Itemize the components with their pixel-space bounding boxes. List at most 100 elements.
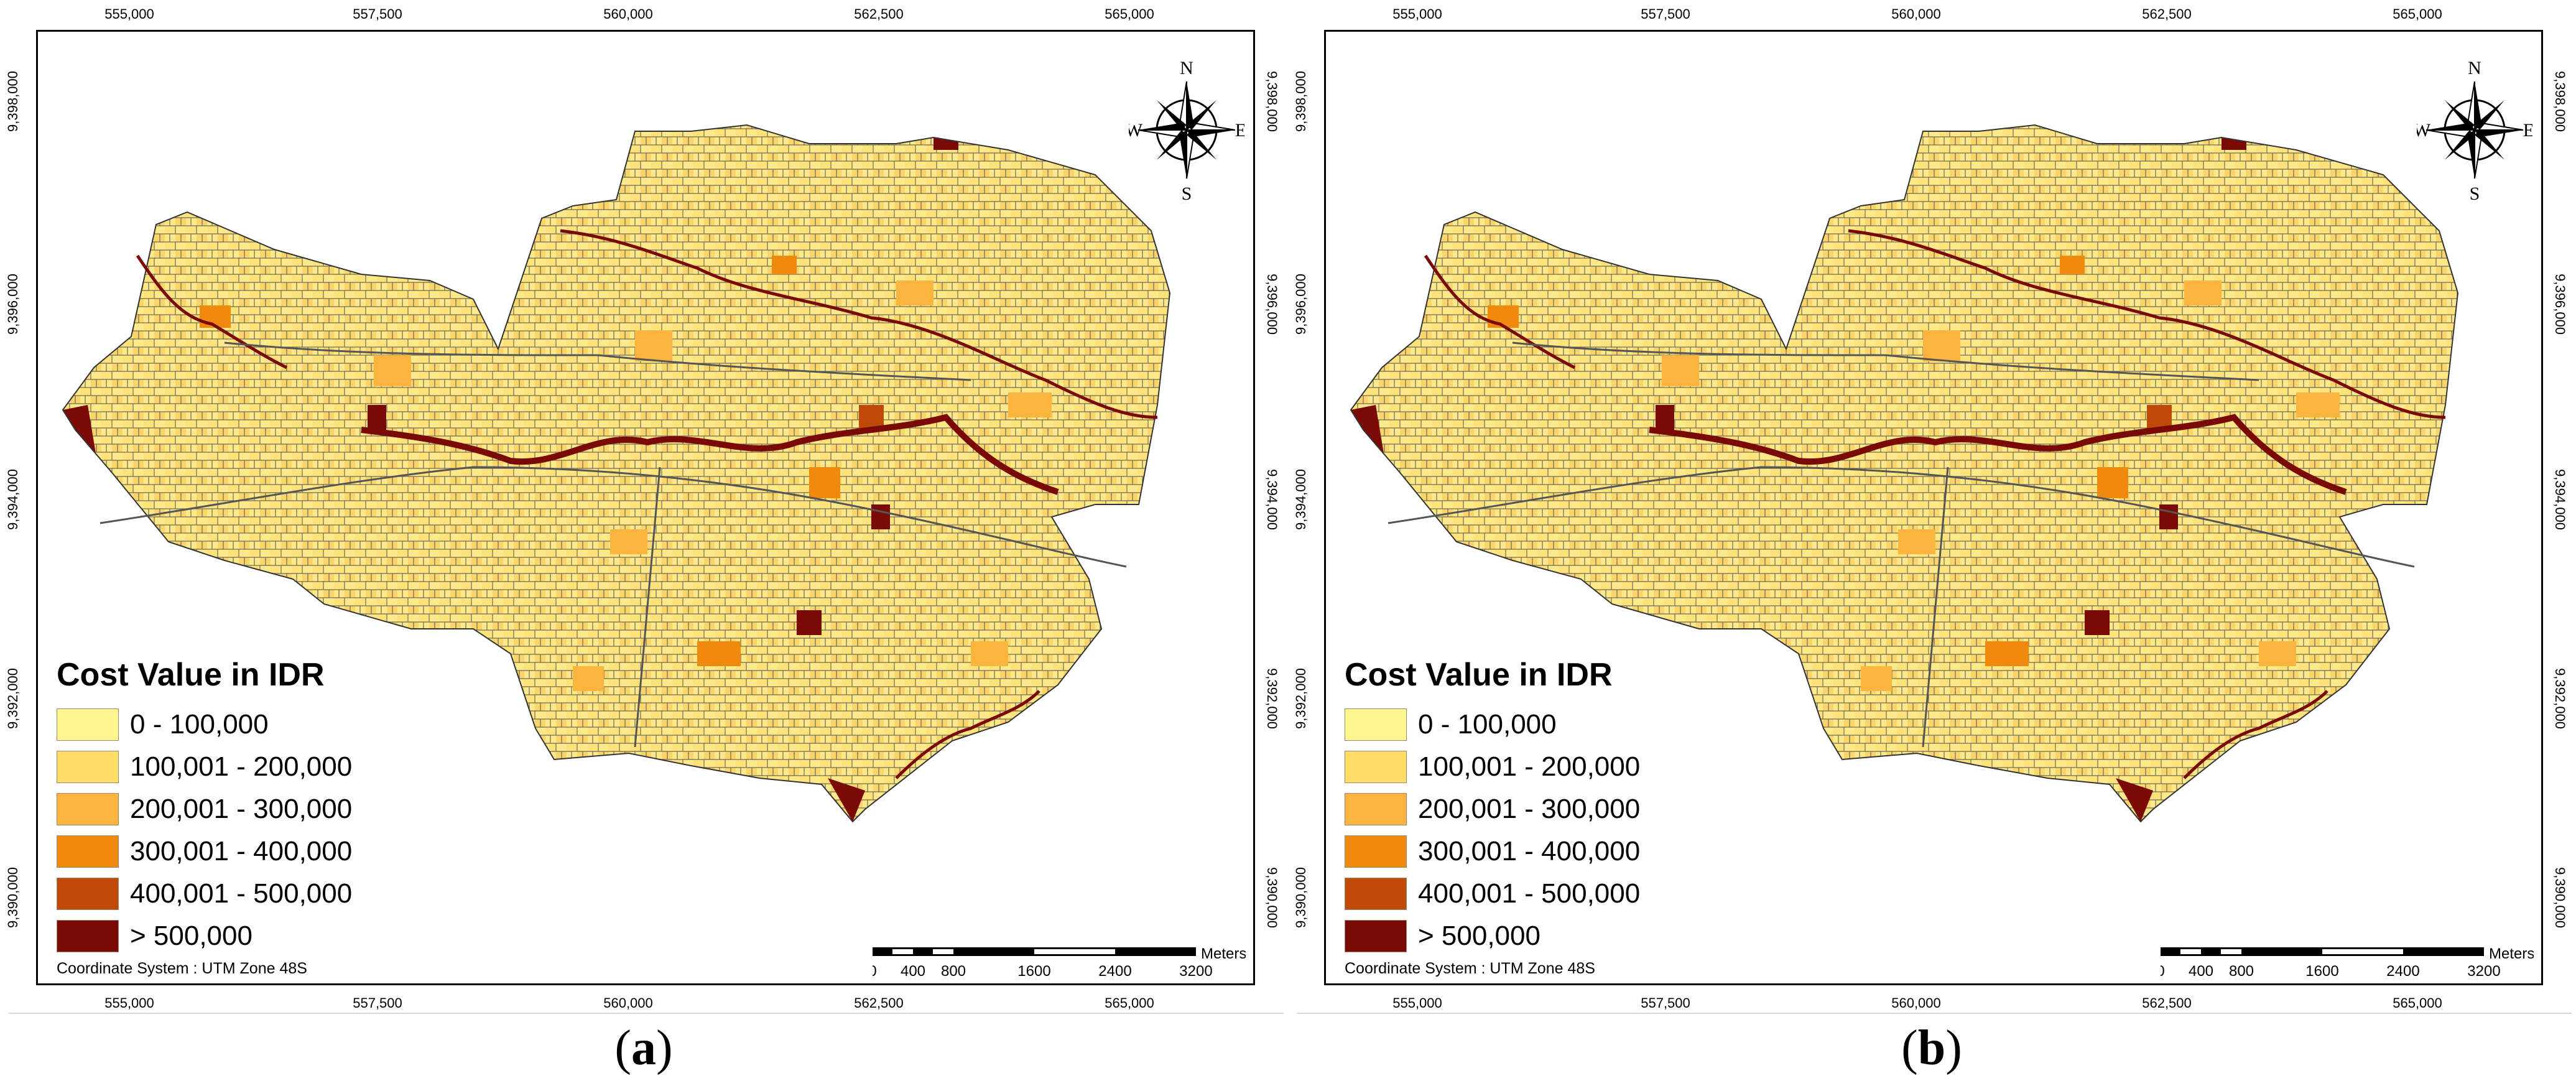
compass-south: S [1182, 183, 1192, 202]
y-tick-right: 9,390,000 [2552, 867, 2568, 928]
legend-swatch [57, 878, 119, 910]
scale-label: 3200 [1179, 963, 1212, 980]
scale-label: 0 [2161, 963, 2165, 980]
scale-label: 400 [2189, 963, 2213, 980]
y-tick-left: 9,390,000 [4, 867, 21, 928]
scale-label: 0 [873, 963, 877, 980]
x-tick-bottom: 560,000 [1891, 995, 1941, 1011]
cost-value-map [1350, 124, 2459, 823]
legend-item: > 500,000 [57, 915, 352, 957]
legend: Cost Value in IDR 0 - 100,000 100,001 - … [1345, 656, 1640, 957]
map-panel-a: 555,000 557,500 560,000 562,500 565,000 … [4, 6, 1284, 1075]
scale-label: 2400 [1098, 963, 1131, 980]
legend-label: 300,001 - 400,000 [130, 836, 353, 866]
legend-label: 400,001 - 500,000 [1418, 878, 1641, 909]
legend-label: 200,001 - 300,000 [1418, 794, 1641, 824]
legend-label: 200,001 - 300,000 [130, 794, 353, 824]
legend-item: 100,001 - 200,000 [1345, 746, 1640, 788]
x-tick-bottom: 565,000 [1105, 995, 1154, 1011]
scale-bar: 0 400 800 1600 2400 3200 Meters [873, 945, 1246, 980]
panel-caption: (a) [614, 1021, 673, 1075]
x-tick-bottom: 562,500 [2142, 995, 2192, 1011]
scale-label: 2400 [2386, 963, 2419, 980]
x-tick-top: 560,000 [1891, 6, 1941, 22]
scale-label: 1600 [2305, 963, 2338, 980]
legend-swatch [1345, 793, 1407, 825]
x-tick-bottom: 565,000 [2393, 995, 2442, 1011]
scale-bar: 0 400 800 1600 2400 3200 Meters [2161, 945, 2534, 980]
x-tick-bottom: 557,500 [1641, 995, 1690, 1011]
compass-east: E [2523, 120, 2532, 141]
legend-item: 200,001 - 300,000 [57, 788, 352, 830]
y-tick-left: 9,398,000 [1292, 71, 1309, 132]
x-tick-bottom: 562,500 [854, 995, 904, 1011]
legend-item: > 500,000 [1345, 915, 1640, 957]
scale-label: 1600 [1017, 963, 1050, 980]
legend-swatch [1345, 835, 1407, 868]
x-tick-top: 557,500 [1641, 6, 1690, 22]
y-tick-right: 9,390,000 [1264, 867, 1280, 928]
x-tick-top: 555,000 [1392, 6, 1442, 22]
map-frame: N S E W Cost Value in IDR 0 - 100,000 10… [36, 30, 1255, 985]
scale-unit: Meters [2489, 945, 2534, 962]
legend-item: 0 - 100,000 [1345, 703, 1640, 746]
legend-label: 400,001 - 500,000 [130, 878, 353, 909]
y-tick-left: 9,398,000 [4, 71, 21, 132]
legend-label: > 500,000 [130, 921, 253, 951]
scale-label: 800 [2229, 963, 2254, 980]
legend-swatch [57, 708, 119, 741]
legend-swatch [57, 793, 119, 825]
cost-value-map [62, 124, 1171, 823]
y-tick-left: 9,394,000 [4, 469, 21, 530]
y-tick-left: 9,390,000 [1292, 867, 1309, 928]
compass-west: W [1129, 120, 1143, 141]
legend-item: 400,001 - 500,000 [1345, 873, 1640, 915]
legend-swatch [1345, 878, 1407, 910]
legend-swatch [1345, 708, 1407, 741]
map-panel-b: 555,000 557,500 560,000 562,500 565,000 … [1288, 0, 2576, 1091]
x-tick-top: 557,500 [353, 6, 402, 22]
legend-item: 100,001 - 200,000 [57, 746, 352, 788]
x-tick-bottom: 560,000 [603, 995, 653, 1011]
legend-item: 400,001 - 500,000 [57, 873, 352, 915]
y-tick-left: 9,392,000 [4, 668, 21, 729]
legend-label: 300,001 - 400,000 [1418, 836, 1641, 866]
compass-south: S [2470, 183, 2480, 202]
legend-item: 300,001 - 400,000 [1345, 830, 1640, 873]
legend-label: 0 - 100,000 [1418, 709, 1557, 740]
legend-item: 0 - 100,000 [57, 703, 352, 746]
coordinate-system-note: Coordinate System : UTM Zone 48S [57, 960, 307, 977]
compass-rose-icon: N S E W [1129, 58, 1244, 202]
x-tick-bottom: 555,000 [1392, 995, 1442, 1011]
scale-label: 400 [901, 963, 925, 980]
y-tick-right: 9,398,000 [1264, 71, 1280, 132]
x-tick-bottom: 557,500 [353, 995, 402, 1011]
x-tick-top: 565,000 [2393, 6, 2442, 22]
coordinate-system-note: Coordinate System : UTM Zone 48S [1345, 960, 1595, 977]
y-tick-left: 9,394,000 [1292, 469, 1309, 530]
y-tick-right: 9,392,000 [1264, 668, 1280, 729]
compass-rose-icon: N S E W [2417, 58, 2532, 202]
x-tick-top: 562,500 [2142, 6, 2192, 22]
x-tick-top: 562,500 [854, 6, 904, 22]
legend-swatch [1345, 751, 1407, 783]
divider [9, 1013, 1284, 1014]
map-frame: N S E W Cost Value in IDR 0 - 100,000 10… [1324, 30, 2543, 985]
scale-label: 3200 [2467, 963, 2500, 980]
legend-swatch [57, 835, 119, 868]
compass-north: N [2468, 58, 2481, 78]
y-tick-right: 9,392,000 [2552, 668, 2568, 729]
legend-label: 100,001 - 200,000 [130, 751, 353, 782]
compass-west: W [2417, 120, 2431, 141]
y-tick-left: 9,392,000 [1292, 668, 1309, 729]
y-tick-left: 9,396,000 [4, 274, 21, 335]
legend-swatch [57, 751, 119, 783]
scale-label: 800 [941, 963, 966, 980]
y-tick-right: 9,398,000 [2552, 71, 2568, 132]
x-tick-bottom: 555,000 [104, 995, 154, 1011]
legend-label: 100,001 - 200,000 [1418, 751, 1641, 782]
legend: Cost Value in IDR 0 - 100,000 100,001 - … [57, 656, 352, 957]
legend-title: Cost Value in IDR [1345, 657, 1613, 693]
legend-item: 300,001 - 400,000 [57, 830, 352, 873]
compass-north: N [1180, 58, 1193, 78]
